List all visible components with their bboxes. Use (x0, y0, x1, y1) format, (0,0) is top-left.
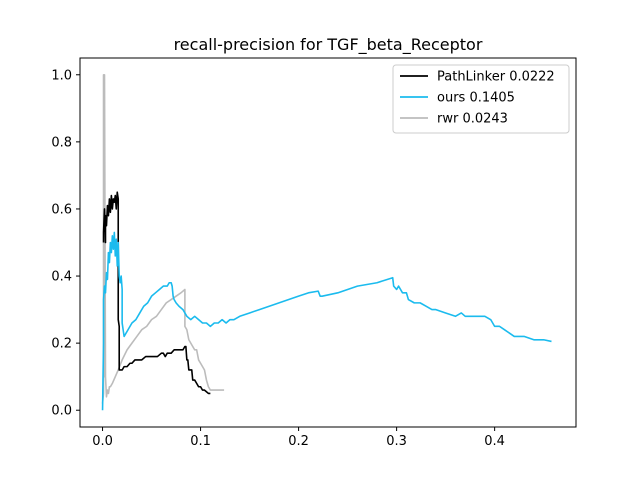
series-line-0 (102, 191, 211, 395)
legend-label: rwr 0.0243 (437, 112, 508, 127)
series-line-1 (101, 231, 552, 411)
x-tick-label: 0.0 (92, 434, 113, 449)
legend-label: PathLinker 0.0222 (437, 70, 555, 85)
x-tick-label: 0.4 (484, 434, 505, 449)
series-line-2 (101, 73, 225, 404)
plot-frame (79, 57, 577, 428)
y-tick-label: 0.8 (51, 135, 72, 150)
plot-lines (101, 73, 552, 411)
y-tick-label: 0.4 (51, 270, 72, 285)
y-tick-label: 0.2 (51, 337, 72, 352)
x-tick-label: 0.2 (288, 434, 309, 449)
x-tick-label: 0.1 (190, 434, 211, 449)
y-tick-label: 0.0 (51, 404, 72, 419)
y-tick-label: 0.6 (51, 202, 72, 217)
x-tick-label: 0.3 (386, 434, 407, 449)
legend-label: ours 0.1405 (437, 91, 515, 106)
legend-box (392, 64, 570, 134)
y-tick-label: 1.0 (51, 68, 72, 83)
axes: 0.0 0.1 0.2 0.3 0.4 0.0 0.2 0.4 0.6 0.8 1.0 (51, 57, 577, 449)
legend: PathLinker 0.0222 ours 0.1405 rwr 0.0243 (392, 64, 570, 134)
chart-title: recall-precision for TGF_beta_Receptor (174, 35, 483, 55)
